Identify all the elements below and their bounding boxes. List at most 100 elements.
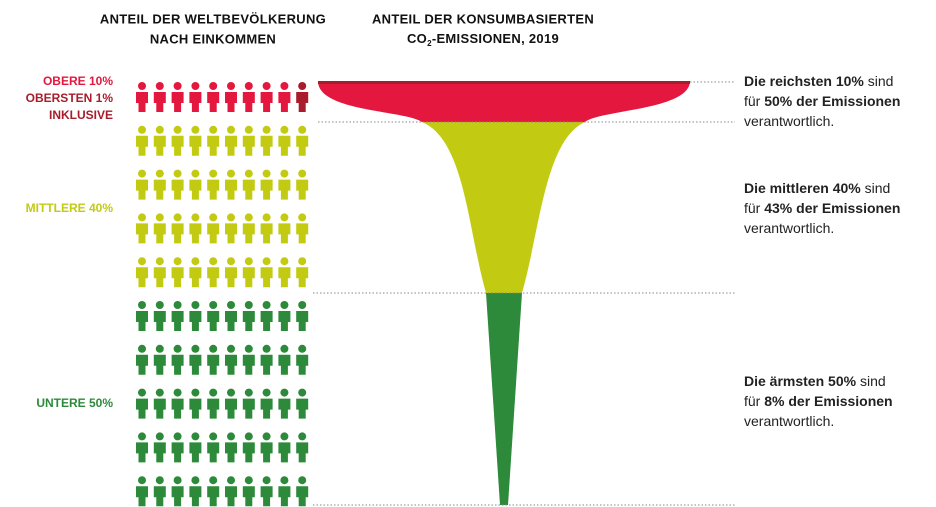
icon-body <box>207 267 220 288</box>
icon-body <box>136 442 148 463</box>
person-icon <box>296 169 309 200</box>
icon-head <box>280 169 289 178</box>
person-icon <box>189 257 202 288</box>
funnel-bottom <box>486 293 522 505</box>
icon-head <box>173 169 182 178</box>
person-icon <box>225 257 237 288</box>
icon-head <box>209 388 218 397</box>
icon-body <box>136 311 148 331</box>
icon-body <box>171 92 184 112</box>
group-label: OBERSTEN 1% <box>26 91 114 105</box>
icon-head <box>209 432 218 441</box>
person-icon <box>278 432 291 463</box>
icon-head <box>155 301 164 309</box>
person-icon <box>296 213 309 244</box>
icon-head <box>138 344 146 353</box>
person-icon <box>189 125 202 156</box>
icon-head <box>138 257 146 266</box>
icon-body <box>296 267 309 288</box>
icon-head <box>262 213 271 222</box>
icon-body <box>153 179 166 200</box>
description-text: 43% der Emissionen <box>764 200 900 216</box>
person-icon <box>260 82 273 112</box>
person-icon <box>242 344 255 375</box>
description-text: Die reichsten 10% <box>744 73 864 89</box>
icon-body <box>153 442 166 463</box>
icon-body <box>136 354 148 375</box>
icon-head <box>173 301 182 309</box>
person-icon <box>225 388 237 419</box>
person-icon <box>296 125 309 156</box>
icon-body <box>242 92 255 112</box>
person-icon <box>189 213 202 244</box>
person-icon <box>260 344 273 375</box>
icon-body <box>207 223 220 244</box>
icon-body <box>242 398 255 419</box>
icon-head <box>227 388 235 397</box>
person-icon <box>136 213 148 244</box>
icon-body <box>136 486 148 507</box>
icon-head <box>209 257 218 266</box>
icon-body <box>171 311 184 331</box>
person-icon <box>242 125 255 156</box>
icon-body <box>189 92 202 112</box>
icon-head <box>280 213 289 222</box>
person-icon <box>171 388 184 419</box>
icon-head <box>138 432 146 441</box>
icon-body <box>278 486 291 507</box>
icon-head <box>155 213 164 222</box>
icon-body <box>278 267 291 288</box>
person-icon <box>225 476 237 507</box>
person-icon <box>189 388 202 419</box>
icon-body <box>260 486 273 507</box>
icon-body <box>242 354 255 375</box>
icon-head <box>227 213 235 222</box>
person-icon <box>242 301 255 331</box>
icon-body <box>225 135 237 156</box>
person-icon <box>242 257 255 288</box>
icon-body <box>260 92 273 112</box>
person-icon <box>207 388 220 419</box>
person-icon <box>278 301 291 331</box>
icon-body <box>296 398 309 419</box>
person-icon <box>225 82 237 112</box>
icon-head <box>155 257 164 266</box>
icon-head <box>262 125 271 134</box>
person-icon <box>189 476 202 507</box>
person-icon <box>225 213 237 244</box>
icon-body <box>207 442 220 463</box>
person-icon <box>296 257 309 288</box>
icon-head <box>298 82 307 90</box>
person-icon <box>136 169 148 200</box>
icon-head <box>191 432 200 441</box>
description-text: sind <box>864 73 894 89</box>
icon-body <box>225 92 237 112</box>
icon-body <box>296 179 309 200</box>
person-icon <box>242 213 255 244</box>
person-icon <box>136 125 148 156</box>
icon-head <box>227 476 235 485</box>
icon-body <box>189 486 202 507</box>
person-icon <box>296 388 309 419</box>
person-icon <box>207 344 220 375</box>
person-icon <box>189 301 202 331</box>
icon-head <box>173 388 182 397</box>
icon-body <box>260 442 273 463</box>
icon-body <box>225 398 237 419</box>
description-line: für 50% der Emissionen <box>744 93 900 109</box>
description-line: verantwortlich. <box>744 413 834 429</box>
icon-head <box>191 82 200 90</box>
person-icon <box>278 476 291 507</box>
icon-head <box>262 301 271 309</box>
icon-body <box>242 311 255 331</box>
icon-body <box>189 267 202 288</box>
icon-head <box>209 169 218 178</box>
person-icon <box>153 169 166 200</box>
person-icon <box>189 432 202 463</box>
icon-body <box>225 223 237 244</box>
person-icon <box>260 125 273 156</box>
icon-head <box>298 169 307 178</box>
icon-body <box>171 442 184 463</box>
person-icon <box>296 432 309 463</box>
icon-head <box>227 344 235 353</box>
